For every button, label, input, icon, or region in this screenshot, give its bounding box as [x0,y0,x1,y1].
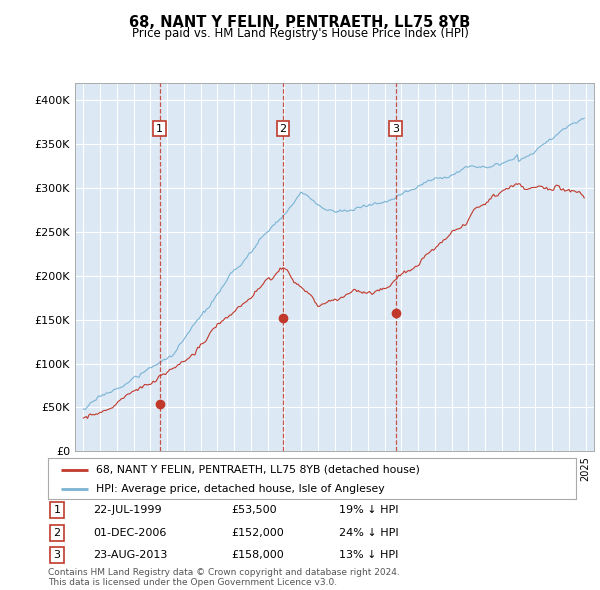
Text: 3: 3 [53,550,61,560]
Text: £158,000: £158,000 [231,550,284,560]
Text: 1: 1 [156,124,163,134]
Text: HPI: Average price, detached house, Isle of Anglesey: HPI: Average price, detached house, Isle… [95,484,384,493]
Text: 13% ↓ HPI: 13% ↓ HPI [339,550,398,560]
Text: 3: 3 [392,124,399,134]
Text: 23-AUG-2013: 23-AUG-2013 [93,550,167,560]
Text: 24% ↓ HPI: 24% ↓ HPI [339,528,398,537]
Text: £152,000: £152,000 [231,528,284,537]
Text: 68, NANT Y FELIN, PENTRAETH, LL75 8YB: 68, NANT Y FELIN, PENTRAETH, LL75 8YB [130,15,470,30]
Text: Price paid vs. HM Land Registry's House Price Index (HPI): Price paid vs. HM Land Registry's House … [131,27,469,40]
Text: Contains HM Land Registry data © Crown copyright and database right 2024.: Contains HM Land Registry data © Crown c… [48,568,400,577]
Text: 22-JUL-1999: 22-JUL-1999 [93,506,161,515]
Text: 1: 1 [53,506,61,515]
Text: £53,500: £53,500 [231,506,277,515]
Text: 01-DEC-2006: 01-DEC-2006 [93,528,166,537]
Text: 2: 2 [53,528,61,537]
Text: 2: 2 [280,124,286,134]
Text: 68, NANT Y FELIN, PENTRAETH, LL75 8YB (detached house): 68, NANT Y FELIN, PENTRAETH, LL75 8YB (d… [95,465,419,475]
Text: This data is licensed under the Open Government Licence v3.0.: This data is licensed under the Open Gov… [48,578,337,587]
Text: 19% ↓ HPI: 19% ↓ HPI [339,506,398,515]
